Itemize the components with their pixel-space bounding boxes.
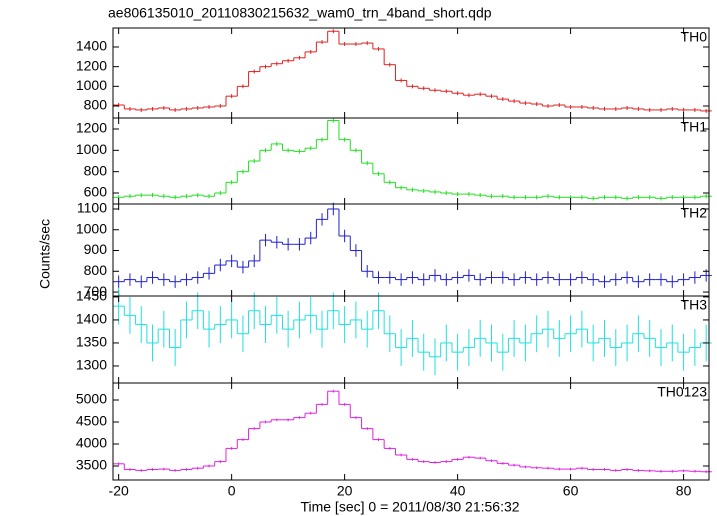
panel-label: TH2 (681, 205, 708, 221)
x-tick-label: 0 (228, 483, 236, 499)
y-tick-label: 4000 (76, 435, 107, 451)
y-tick-label: 1000 (76, 77, 107, 93)
y-tick-label: 1100 (77, 200, 107, 216)
y-tick-label: 800 (84, 97, 108, 113)
panel-frame (112, 203, 710, 297)
x-tick-label: 60 (563, 483, 579, 499)
y-tick-label: 600 (84, 184, 108, 200)
x-axis-label: Time [sec] 0 = 2011/08/30 21:56:32 (300, 499, 519, 515)
panel-frame (112, 117, 710, 205)
chart-title: ae806135010_20110830215632_wam0_trn_4ban… (108, 5, 492, 21)
y-tick-label: 1200 (76, 120, 107, 136)
x-tick-label: 20 (337, 483, 353, 499)
y-tick-label: 700 (84, 283, 108, 299)
y-tick-label: 800 (84, 162, 108, 178)
x-tick-label: 40 (450, 483, 466, 499)
y-tick-label: 1350 (76, 334, 107, 350)
y-tick-label: 1300 (76, 357, 107, 373)
panel-label: TH1 (681, 119, 708, 135)
y-tick-label: 1450 (76, 288, 107, 304)
y-tick-label: 1000 (76, 220, 107, 236)
y-axis-label: Counts/sec (37, 219, 53, 289)
y-tick-label: 1000 (76, 141, 107, 157)
y-tick-label: 800 (84, 262, 108, 278)
panel-label: TH3 (681, 297, 708, 313)
panel-frame (112, 295, 710, 384)
y-tick-label: 1400 (76, 311, 107, 327)
y-tick-label: 1400 (76, 38, 107, 54)
x-tick-label: -20 (109, 483, 129, 499)
panel-label: TH0123 (657, 384, 707, 400)
panel-frame (112, 27, 710, 119)
y-tick-label: 1200 (76, 57, 107, 73)
y-tick-label: 3500 (76, 457, 107, 473)
y-tick-label: 4500 (76, 413, 107, 429)
panel-frame (112, 382, 710, 481)
panel-label: TH0 (681, 29, 708, 45)
y-tick-label: 5000 (76, 391, 107, 407)
x-tick-label: 80 (676, 483, 692, 499)
y-tick-label: 900 (84, 241, 108, 257)
